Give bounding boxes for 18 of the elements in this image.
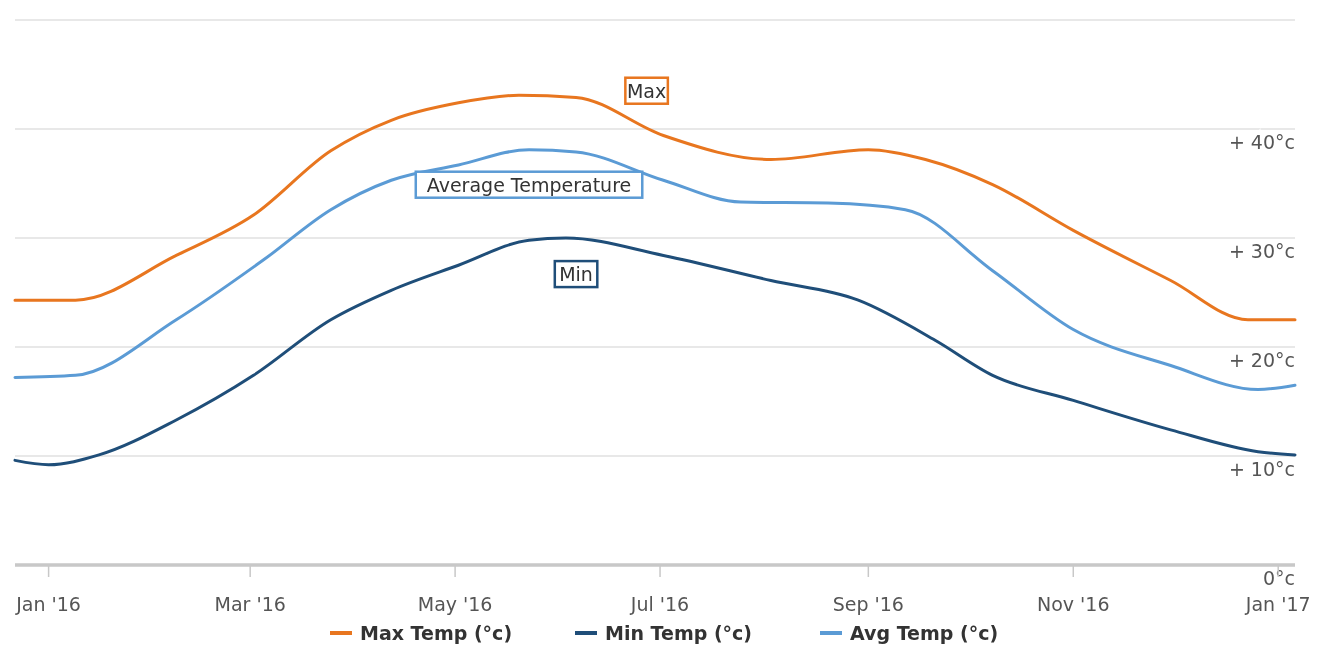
annotation: Max bbox=[626, 79, 667, 102]
y-tick-label: + 30°c bbox=[1228, 240, 1295, 262]
y-tick-label: + 10°c bbox=[1228, 458, 1295, 480]
x-tick-label: May '16 bbox=[417, 593, 493, 615]
x-tick-label: Sep '16 bbox=[832, 593, 904, 615]
x-tick-label: Mar '16 bbox=[214, 593, 286, 615]
x-tick-label: Jan '16 bbox=[15, 593, 81, 615]
legend-label: Avg Temp (°c) bbox=[850, 622, 999, 644]
annotation: Min bbox=[559, 263, 593, 286]
y-tick-label: 0°c bbox=[1262, 567, 1295, 589]
annotation: Average Temperature bbox=[426, 173, 632, 196]
x-tick-label: Jul '16 bbox=[629, 593, 690, 615]
x-tick-label: Nov '16 bbox=[1037, 593, 1110, 615]
legend-label: Max Temp (°c) bbox=[360, 622, 513, 644]
y-tick-label: + 40°c bbox=[1228, 131, 1295, 153]
legend-label: Min Temp (°c) bbox=[605, 622, 753, 644]
x-tick-label: Jan '17 bbox=[1244, 593, 1311, 615]
y-tick-label: + 20°c bbox=[1228, 349, 1295, 371]
